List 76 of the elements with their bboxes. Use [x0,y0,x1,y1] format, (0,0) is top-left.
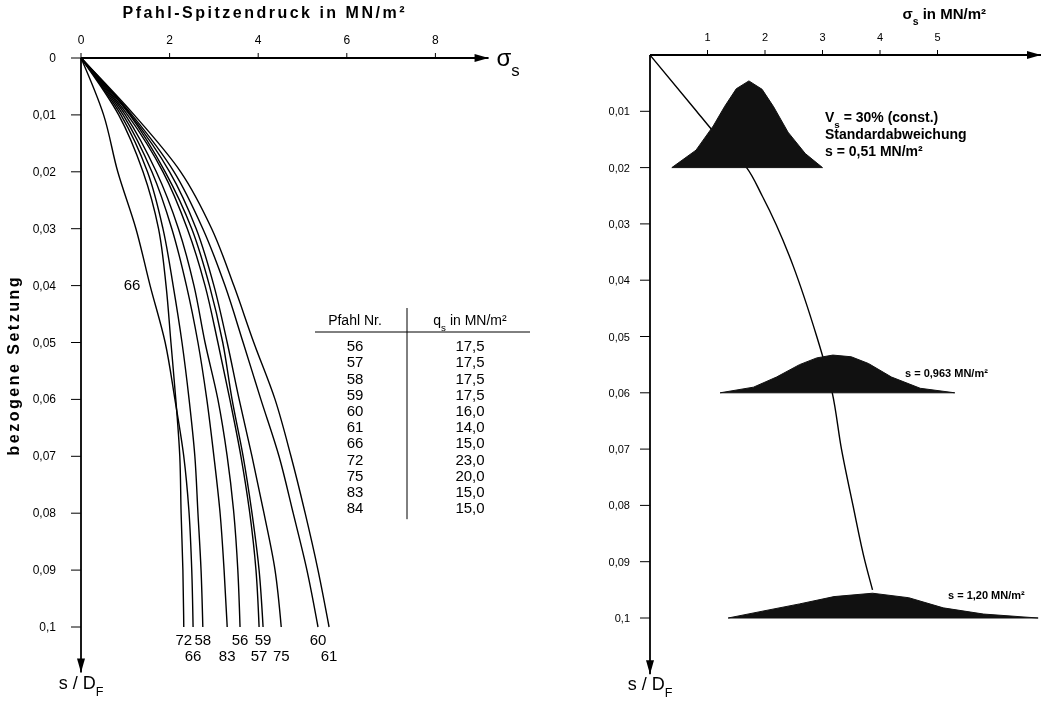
annotation: 58 [346,369,364,387]
y-tick-label: 0,01 [608,105,630,118]
series-label: 83 [218,647,236,664]
annotation: Standardabweichung [825,126,967,142]
x-tick-label: 1 [704,31,711,43]
y-tick-label: 0,06 [32,392,57,407]
annotation: 15,0 [455,434,485,452]
annotation: s = 0,963 MN/m² [905,367,989,379]
annotation: 61 [346,418,364,436]
y-tick-label: 0,1 [39,620,57,634]
annotation: 66 [184,647,202,664]
annotation: 59 [346,385,364,403]
annotation: 56 [346,337,364,355]
y-tick-label: 0,01 [32,107,57,122]
series-label: 72 [175,631,193,648]
annotation: 83 [346,483,364,500]
x-tick-label: 8 [432,33,440,47]
y-tick-label: 0,08 [32,506,57,521]
annotation: 66 [346,434,364,452]
annotation: 14,0 [455,418,485,436]
y-tick-label: 0,04 [608,274,630,287]
text: s / D$_{F}$ [58,673,104,699]
annotation: Pfahl Nr. [328,312,382,328]
y-tick-label: 0,07 [32,449,57,464]
y-tick-label: 0,09 [608,555,630,568]
series-label: 61 [320,647,338,664]
x-tick-label: 2 [166,33,174,47]
annotation: 17,5 [455,353,485,371]
y-tick-label: 0,03 [608,217,630,230]
annotation: 15,0 [455,499,485,517]
y-tick-label: 0,07 [608,443,630,456]
annotation: s = 1,20 MN/m² [948,589,1026,601]
y-tick-label: 0,02 [608,161,630,174]
annotation: s = 0,51 MN/m² [825,143,923,159]
y-tick-label: 0,05 [32,335,57,350]
series-label: 75 [272,647,290,664]
series-label: 58 [194,631,212,648]
series-label: 59 [254,631,272,648]
annotation: 17,5 [455,369,485,387]
x-tick-label: 0 [77,33,85,47]
x-axis-title: σ$_{s}$ in MN/m² [902,5,986,27]
series-label: 56 [231,631,249,648]
y-tick-label: 0,04 [32,278,57,293]
annotation: 57 [346,353,364,371]
x-tick-label: 5 [934,31,941,43]
annotation: 17,5 [455,385,485,403]
annotation: 84 [346,499,364,517]
y-axis-title: bezogene Setzung [5,275,22,456]
y-tick-label: 0,08 [608,499,630,512]
annotation: 16,0 [455,402,485,419]
x-tick-label: 2 [761,31,769,43]
y-tick-label: 0,03 [32,221,57,236]
annotation: 75 [346,466,364,484]
annotation: 23,0 [455,450,485,468]
x-tick-label: 6 [343,33,351,47]
x-tick-label: 3 [819,31,826,43]
annotation: q$_{s}$ in MN/m² [433,312,508,333]
y-tick-label: 0,06 [608,386,630,399]
chart-title: Pfahl-Spitzendruck in MN/m² [122,4,407,21]
y-tick-label: 0,1 [614,612,630,624]
series-label: 60 [309,631,327,648]
annotation: 17,5 [455,337,485,355]
y-tick-label: 0,02 [32,164,57,179]
x-tick-label: 4 [254,33,262,47]
series-label: 66 [123,276,141,293]
y-tick-label: 0,09 [32,563,57,578]
annotation: 60 [346,402,364,419]
y-axis-title: s / D$_{F}$ [627,674,673,701]
x-tick-label: 4 [876,31,884,43]
x-axis-title: σ$_{s}$ [496,44,520,80]
annotation: 20,0 [455,466,485,484]
y-tick-label: 0,05 [608,330,630,343]
series-label: 57 [250,647,268,664]
annotation: 15,0 [455,483,485,500]
y-tick-label: 0 [49,51,57,65]
annotation: 72 [346,450,364,468]
